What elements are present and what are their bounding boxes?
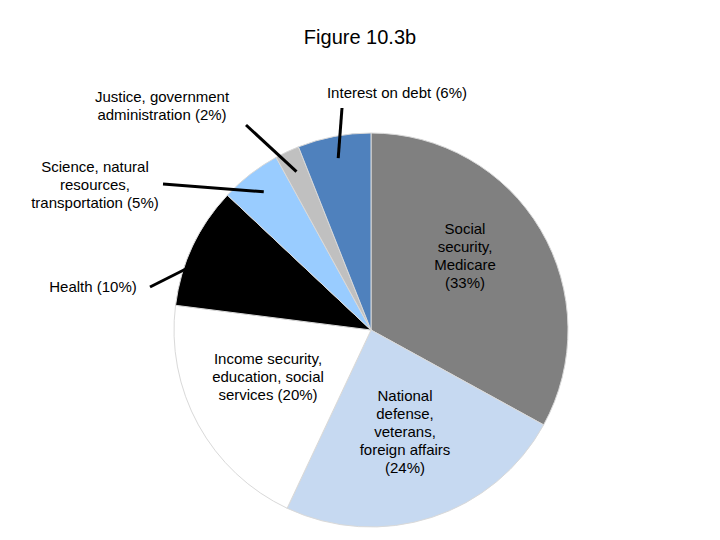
slice-label: Interest on debt (6%): [297, 84, 497, 102]
chart-title: Figure 10.3b: [0, 26, 720, 49]
data-label: (5%): [127, 194, 159, 211]
data-label: (2%): [195, 106, 227, 123]
slice-label: National defense, veterans, foreign affa…: [351, 387, 459, 477]
slice-label: Justice, government administration (2%): [71, 88, 253, 124]
slice-label: Social security, Medicare (33%): [424, 220, 506, 292]
category-label: Interest on debt: [327, 84, 431, 101]
slice-label: Income security, education, social servi…: [192, 350, 344, 404]
chart-stage: Figure 10.3b Social security, Medicare (3…: [0, 0, 720, 540]
category-label: National defense, veterans, foreign affa…: [360, 387, 451, 458]
data-label: (20%): [278, 386, 318, 403]
data-label: (6%): [435, 84, 467, 101]
leader-line: [338, 108, 342, 158]
category-label: Health: [49, 278, 92, 295]
slices: [174, 133, 568, 527]
pie-slice: [298, 133, 371, 330]
category-label: Social security, Medicare: [434, 220, 496, 273]
data-label: (10%): [97, 278, 137, 295]
leader-line: [163, 184, 264, 192]
leader-line: [246, 125, 296, 172]
pie-slice: [174, 305, 371, 508]
data-label: (24%): [385, 459, 425, 476]
leader-line: [150, 255, 213, 287]
leader-lines: [150, 108, 342, 287]
slice-label: Science, natural resources, transportati…: [16, 158, 174, 212]
slice-label: Health (10%): [13, 278, 173, 296]
data-label: (33%): [445, 274, 485, 291]
pie-canvas: [0, 0, 720, 540]
